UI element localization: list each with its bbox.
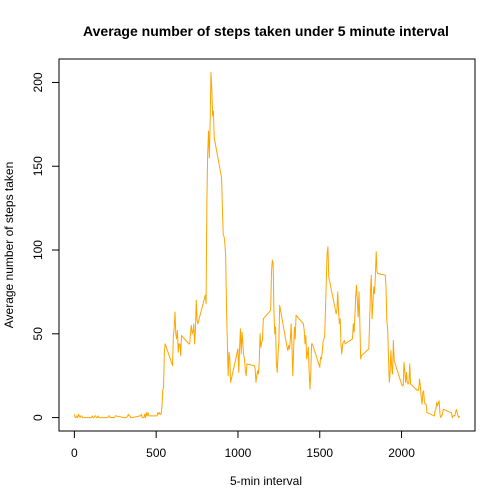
series-layer <box>73 71 461 419</box>
y-tick-label: 150 <box>31 156 45 176</box>
y-tick-label: 0 <box>31 414 45 421</box>
y-tick-label: 100 <box>31 240 45 260</box>
y-axis: 0 50 100 150 200 <box>31 72 60 421</box>
x-axis: 0 500 1000 1500 2000 <box>71 430 415 460</box>
series-line-0 <box>73 71 461 419</box>
chart-title: Average number of steps taken under 5 mi… <box>83 23 449 39</box>
x-tick-label: 0 <box>71 446 78 460</box>
x-tick-label: 500 <box>146 446 166 460</box>
y-tick-label: 50 <box>31 327 45 341</box>
x-tick-label: 1000 <box>225 446 252 460</box>
x-tick-label: 1500 <box>306 446 333 460</box>
plot-frame <box>58 58 476 432</box>
y-axis-label: Average number of steps taken <box>2 162 16 329</box>
y-tick-label: 200 <box>31 72 45 92</box>
x-tick-label: 2000 <box>388 446 415 460</box>
x-axis-label: 5-min interval <box>230 474 302 488</box>
